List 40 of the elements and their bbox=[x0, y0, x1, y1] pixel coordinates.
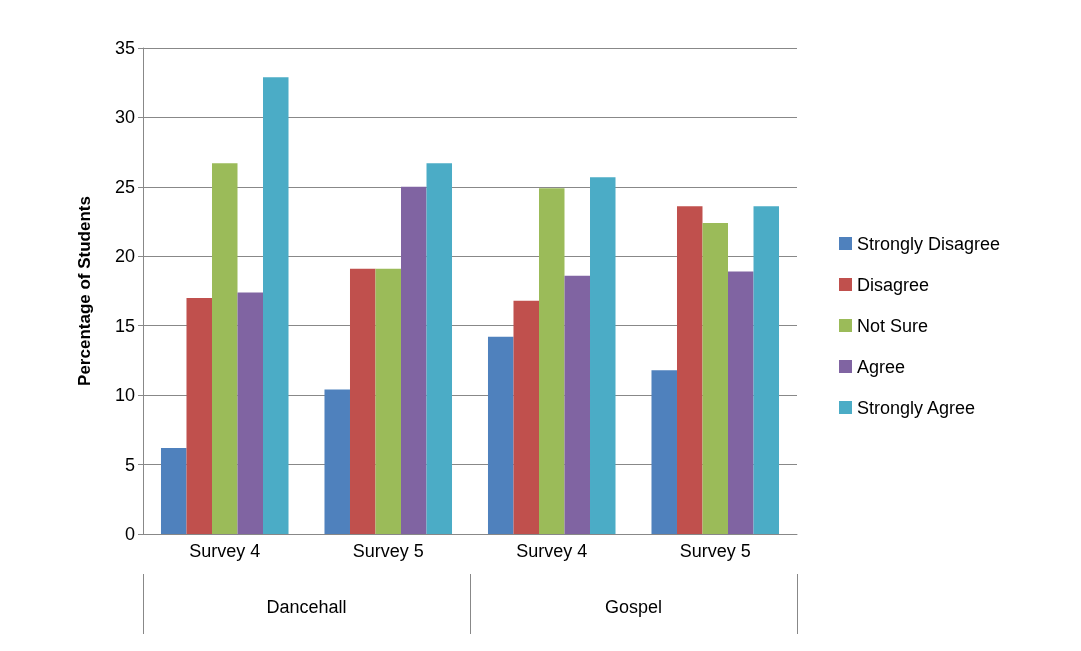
y-tick-label: 5 bbox=[124, 454, 135, 475]
y-tick-label: 15 bbox=[114, 315, 135, 336]
legend-label: Disagree bbox=[857, 274, 930, 295]
y-tick-label: 35 bbox=[114, 38, 135, 58]
bar bbox=[212, 163, 238, 534]
bar bbox=[487, 336, 514, 534]
bar bbox=[564, 275, 591, 534]
y-tick-label: 25 bbox=[114, 176, 135, 197]
legend-label: Strongly Agree bbox=[857, 397, 976, 418]
bar bbox=[539, 188, 565, 534]
y-tick-label: 0 bbox=[124, 524, 135, 544]
legend-label: Not Sure bbox=[857, 315, 929, 336]
bar bbox=[513, 300, 539, 534]
bar bbox=[263, 77, 289, 534]
x-tick-label: Survey 5 bbox=[679, 541, 751, 561]
x-tick-label: Survey 4 bbox=[189, 541, 261, 561]
text: Dancehall bbox=[266, 597, 347, 617]
y-tick-label: 20 bbox=[114, 246, 135, 267]
bar bbox=[401, 186, 427, 534]
bar bbox=[160, 447, 187, 534]
legend-label: Strongly Disagree bbox=[857, 233, 1001, 254]
y-tick-label: 10 bbox=[114, 385, 135, 406]
bar bbox=[676, 206, 703, 534]
legend-label: Agree bbox=[857, 356, 906, 377]
y-axis-title: Percentage of Students bbox=[75, 196, 94, 386]
bar bbox=[237, 292, 264, 534]
bar bbox=[590, 177, 616, 534]
y-tick-label: 30 bbox=[114, 107, 135, 128]
x-tick-label: Survey 4 bbox=[516, 541, 588, 561]
bar bbox=[753, 206, 780, 534]
bar bbox=[324, 389, 350, 534]
bar bbox=[349, 268, 376, 534]
bar bbox=[728, 271, 754, 534]
bar bbox=[375, 268, 401, 534]
bar bbox=[651, 370, 677, 534]
bar bbox=[426, 163, 453, 534]
x-tick-label: Survey 5 bbox=[352, 541, 424, 561]
text: Gospel bbox=[604, 597, 663, 617]
bar bbox=[186, 297, 212, 534]
bar bbox=[702, 222, 728, 534]
